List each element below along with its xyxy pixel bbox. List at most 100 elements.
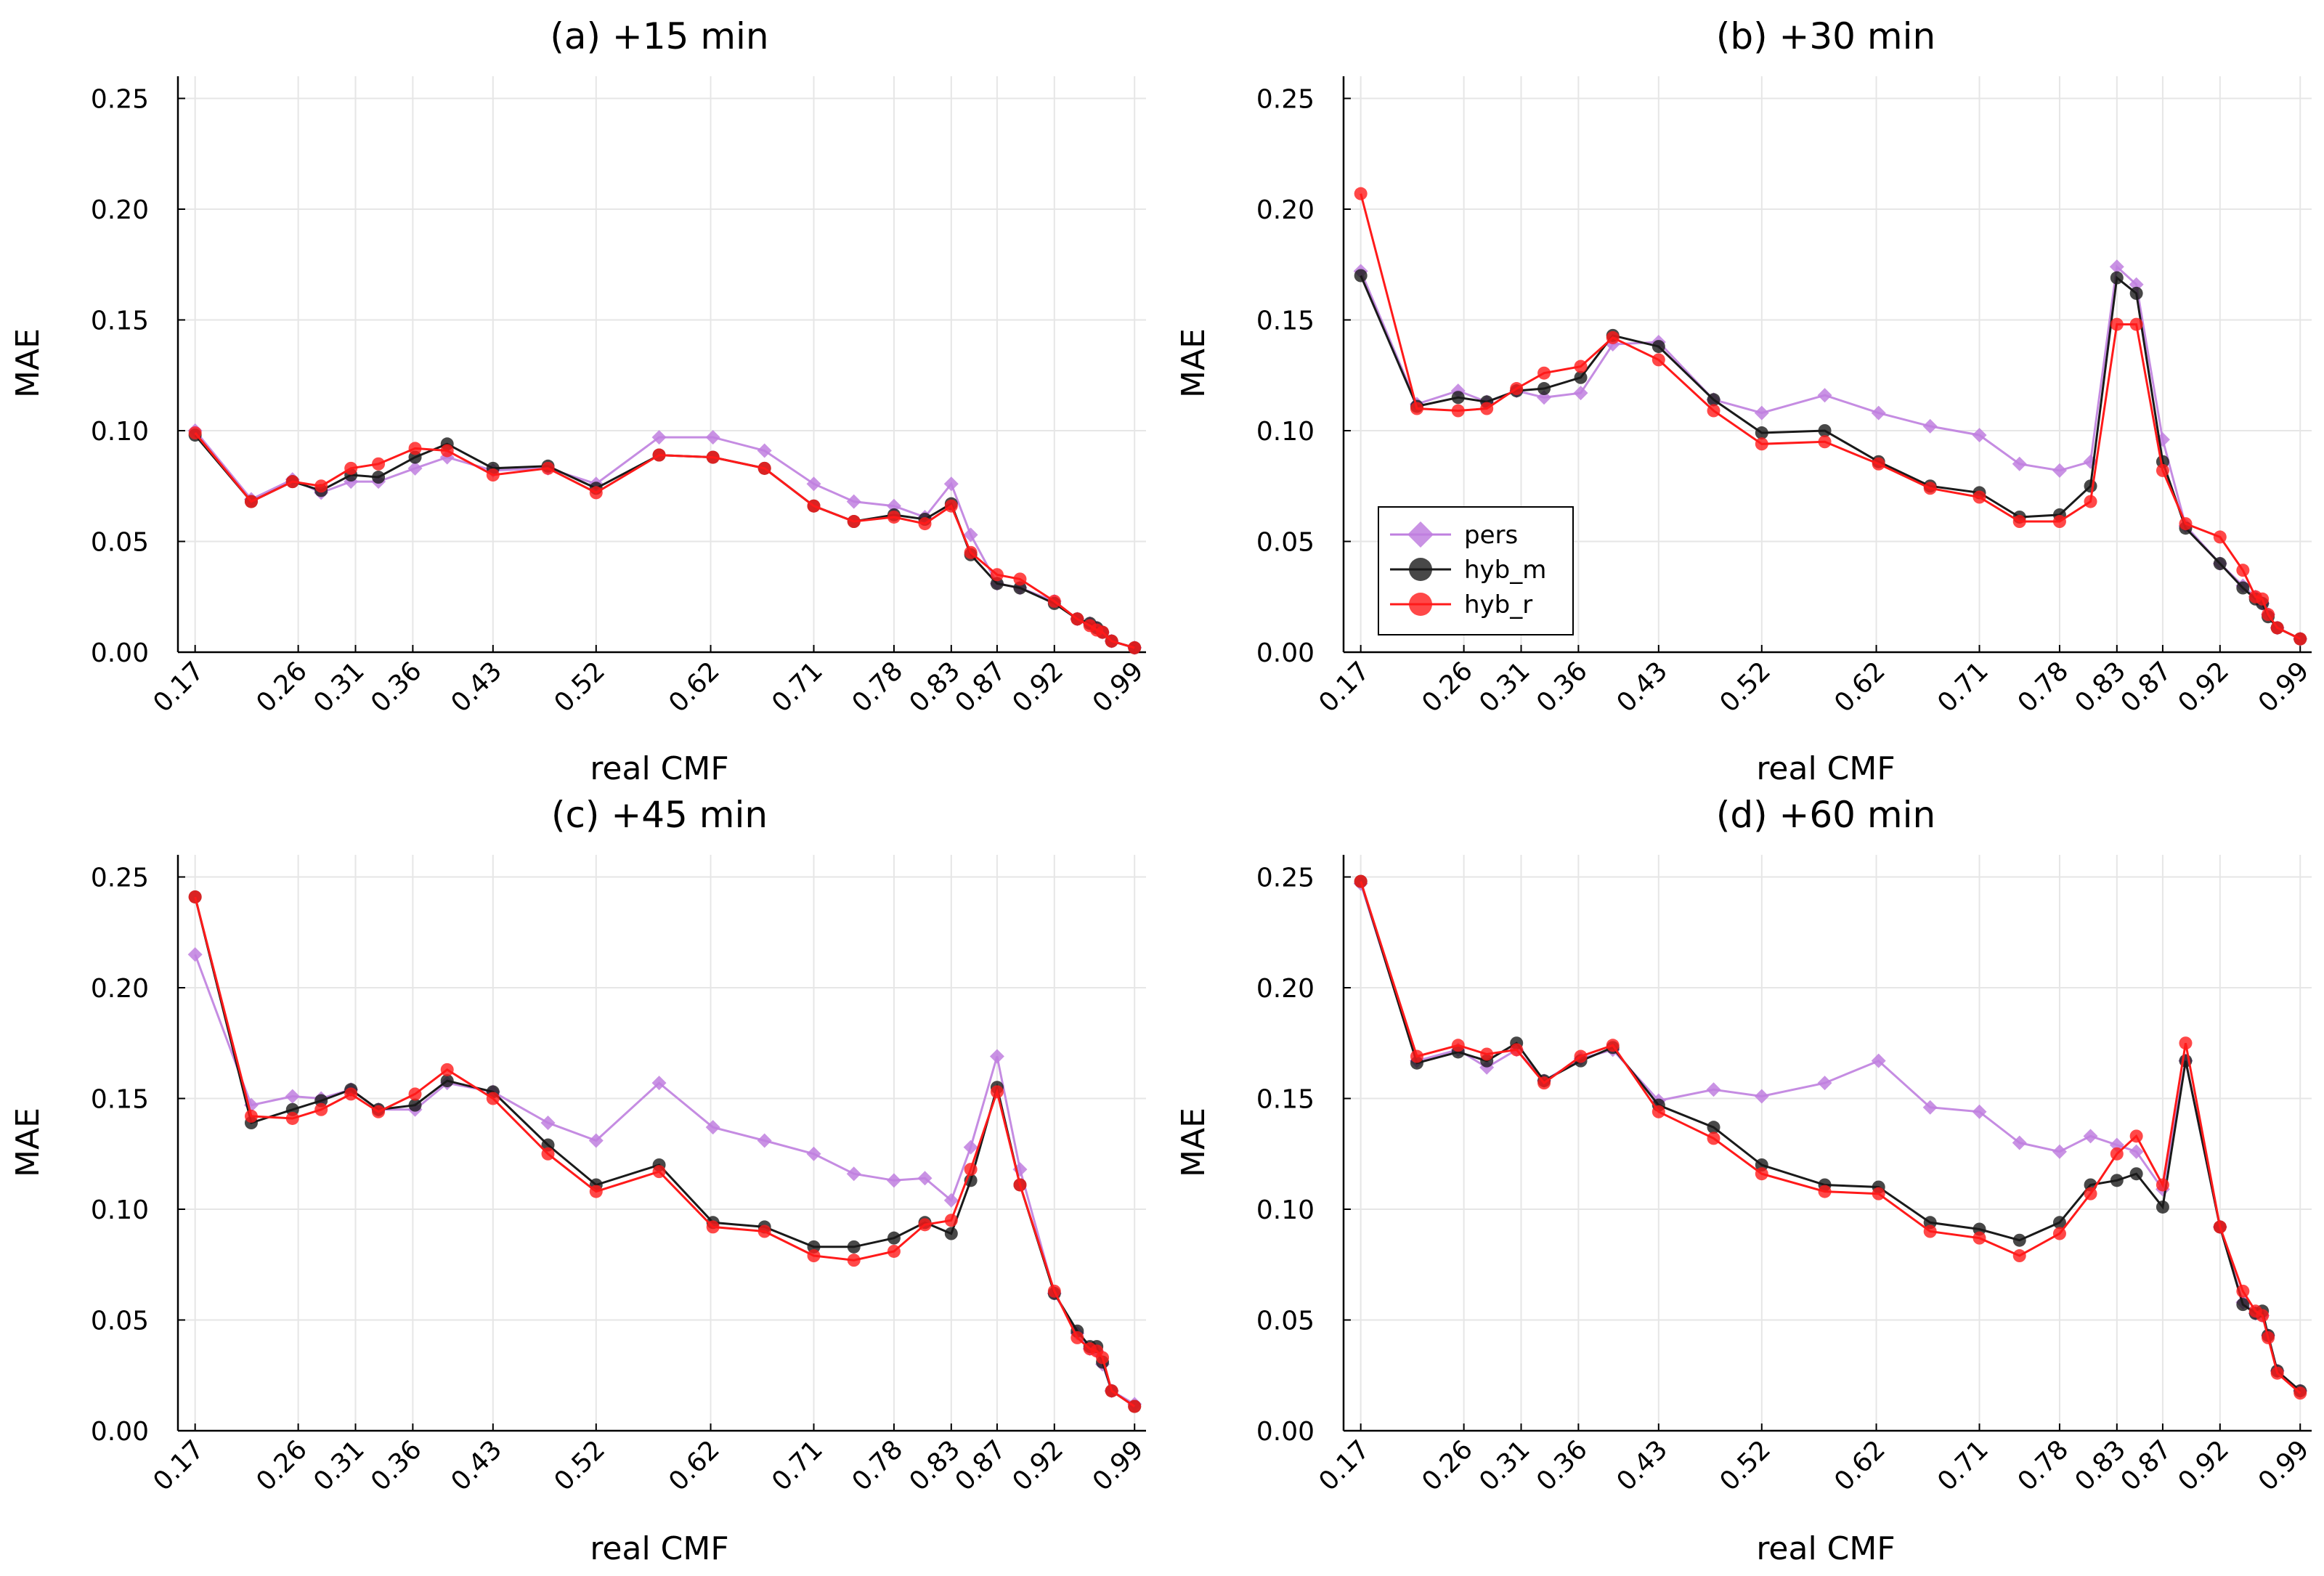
data-point-hyb_r <box>757 461 771 475</box>
data-point-pers <box>588 1133 604 1148</box>
data-point-hyb_m <box>2012 1233 2026 1247</box>
y-tick-label: 0.15 <box>1256 306 1315 336</box>
y-tick-label: 0.25 <box>1256 864 1315 893</box>
data-point-hyb_m <box>2156 1200 2169 1214</box>
x-tick-label: 0.87 <box>950 656 1012 718</box>
data-point-pers <box>963 1140 978 1155</box>
data-point-pers <box>1972 1104 1987 1119</box>
data-point-hyb_r <box>1354 187 1368 200</box>
data-point-hyb_r <box>486 1092 500 1105</box>
x-tick-label: 0.71 <box>1932 1434 1994 1497</box>
y-tick-label: 0.05 <box>1256 528 1315 558</box>
data-point-hyb_r <box>1451 1039 1465 1052</box>
data-point-hyb_r <box>344 1087 358 1101</box>
legend-marker-hyb_r <box>1409 593 1432 616</box>
chart-panel-4: 0.00 0.05 0.10 0.15 0.20 0.25 0.17 0.260.310.36… <box>1175 794 2315 1567</box>
x-tick-label: 0.52 <box>548 1434 611 1497</box>
data-point-hyb_r <box>2262 1331 2275 1344</box>
data-point-hyb_r <box>486 468 500 482</box>
x-tick-label: 0.62 <box>1829 1434 1891 1497</box>
x-tick-label: 0.31 <box>1474 656 1536 718</box>
data-point-hyb_r <box>372 1105 386 1118</box>
data-point-hyb_m <box>2236 1298 2250 1312</box>
x-tick-label: 0.87 <box>2116 656 2178 718</box>
data-point-hyb_r <box>1923 1224 1937 1238</box>
data-point-hyb_r <box>2270 1366 2284 1380</box>
legend-label-hyb_r: hyb_r <box>1464 590 1532 620</box>
chart-panel-2: 0.00 0.05 0.10 0.15 0.20 0.25 0.17 0.260.310.36… <box>1175 15 2315 787</box>
data-point-pers <box>2083 1129 2098 1144</box>
data-point-pers <box>1706 1082 1721 1097</box>
data-point-hyb_r <box>1537 1076 1551 1090</box>
data-point-pers <box>806 476 821 492</box>
data-point-hyb_r <box>1410 402 1423 415</box>
data-point-hyb_r <box>2179 1036 2193 1050</box>
data-point-pers <box>886 1173 901 1188</box>
data-point-pers <box>2012 456 2027 471</box>
data-point-hyb_r <box>372 457 386 471</box>
data-point-hyb_m <box>944 1227 958 1240</box>
data-point-pers <box>1871 1053 1886 1068</box>
y-tick-label: 0.20 <box>91 974 149 1004</box>
data-point-hyb_r <box>918 517 932 531</box>
data-point-hyb_r <box>1047 1284 1061 1298</box>
data-point-pers <box>943 476 959 492</box>
x-tick-label: 0.62 <box>1829 656 1891 718</box>
data-point-hyb_r <box>1872 1187 1885 1201</box>
data-point-hyb_r <box>1923 482 1937 495</box>
data-point-hyb_r <box>1755 437 1768 451</box>
y-tick-label: 0.05 <box>1256 1307 1315 1336</box>
data-point-hyb_r <box>285 475 299 489</box>
data-point-hyb_r <box>1070 612 1084 626</box>
data-point-hyb_r <box>1972 1231 1986 1245</box>
data-point-hyb_r <box>944 499 958 513</box>
y-tick-label: 0.10 <box>91 1195 149 1225</box>
data-point-pers <box>757 443 772 458</box>
data-point-hyb_r <box>408 1087 422 1101</box>
data-point-hyb_r <box>2262 608 2275 622</box>
series-line-hyb_m <box>194 896 1136 1408</box>
data-point-hyb_r <box>1070 1331 1084 1344</box>
data-point-pers <box>2052 1144 2067 1159</box>
data-point-hyb_r <box>990 568 1004 582</box>
x-tick-label: 0.17 <box>147 656 210 718</box>
data-point-hyb_m <box>1707 1121 1720 1134</box>
legend: pers hyb_m hyb_r <box>1378 506 1574 635</box>
data-point-hyb_r <box>1354 874 1368 888</box>
y-tick-label: 0.20 <box>1256 974 1315 1004</box>
data-point-hyb_r <box>440 444 454 458</box>
data-point-hyb_r <box>408 442 422 455</box>
data-point-hyb_r <box>2012 1249 2026 1263</box>
x-tick-label: 0.52 <box>1714 1434 1776 1497</box>
data-point-pers <box>1817 1076 1832 1091</box>
data-point-pers <box>943 1193 959 1208</box>
data-point-hyb_m <box>2129 1167 2143 1181</box>
x-tick-label: 0.78 <box>847 1434 909 1497</box>
y-tick-label: 0.00 <box>1256 638 1315 668</box>
data-point-hyb_r <box>2236 564 2250 577</box>
x-tick-label: 0.83 <box>2070 1434 2132 1497</box>
data-point-hyb_r <box>1480 402 1494 415</box>
data-point-hyb_r <box>2012 515 2026 529</box>
data-point-hyb_r <box>2179 517 2193 531</box>
data-point-pers <box>651 1076 667 1091</box>
y-axis-label: MAE <box>1175 328 1212 398</box>
data-point-pers <box>187 947 203 962</box>
data-point-pers <box>540 1116 556 1131</box>
x-tick-label: 0.26 <box>1416 1434 1479 1497</box>
x-tick-label: 0.36 <box>1531 656 1593 718</box>
data-point-hyb_m <box>1707 393 1720 407</box>
data-point-hyb_r <box>1510 382 1524 396</box>
x-tick-label: 0.83 <box>2070 656 2132 718</box>
data-point-hyb_r <box>2256 592 2270 606</box>
data-point-hyb_m <box>440 1074 454 1088</box>
panel-title: (b) +30 min <box>1716 15 1935 57</box>
x-tick-label: 0.52 <box>548 656 611 718</box>
data-point-hyb_r <box>2052 1227 2066 1240</box>
x-tick-label: 0.92 <box>1007 656 1069 718</box>
data-point-hyb_r <box>1047 594 1061 608</box>
data-point-hyb_r <box>807 1249 821 1263</box>
x-tick-label: 0.87 <box>2116 1434 2178 1497</box>
x-tick-label: 0.92 <box>1007 1434 1069 1497</box>
data-point-hyb_r <box>188 890 202 903</box>
